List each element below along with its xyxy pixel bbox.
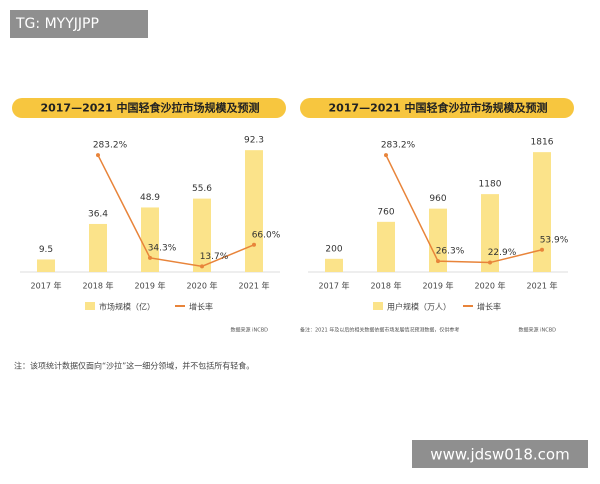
line-value-label: 283.2%: [93, 141, 128, 151]
legend-label: 用户规模（万人）: [387, 302, 451, 312]
line-value-label: 26.3%: [436, 247, 465, 257]
legend-label: 市场规模（亿）: [99, 302, 155, 312]
bar: [37, 259, 55, 272]
line-value-label: 13.7%: [200, 252, 229, 262]
title-pill: [300, 98, 574, 118]
legend-label: 增长率: [477, 302, 501, 312]
chart-source: 数据来源 iNCBD: [231, 327, 269, 334]
bar: [325, 258, 343, 272]
overlay-box: [10, 10, 148, 38]
watermark: www.jdsw018.com: [430, 446, 569, 464]
overlay-label: TG: MYYJJPP: [15, 16, 99, 32]
x-tick-label: 2020 年: [475, 281, 506, 291]
chart-note: 备注：2021 年及以后的相关数据依据市场发展情况预测数据，仅供参考: [300, 327, 459, 334]
growth-point: [540, 247, 544, 252]
chart-title: 2017—2021 中国轻食沙拉市场规模及预测: [40, 101, 259, 115]
line-value-label: 66.0%: [252, 230, 281, 240]
growth-line: [385, 154, 543, 264]
x-tick-label: 2019 年: [423, 281, 454, 291]
x-tick-label: 2019 年: [135, 281, 166, 291]
legend-label: 增长率: [189, 302, 213, 312]
chart-source: 数据来源 iNCBD: [519, 327, 557, 334]
x-tick-label: 2018 年: [83, 281, 114, 291]
legend-swatch: [85, 302, 95, 310]
growth-point: [200, 264, 204, 269]
legend-swatch: [373, 302, 383, 310]
line-value-label: 34.3%: [148, 243, 177, 253]
bar-value-label: 55.6: [192, 184, 212, 194]
growth-point: [436, 259, 440, 264]
footer-note: 注：该项统计数据仅面向“沙拉”这一细分领域，并不包括所有轻食。: [14, 361, 254, 371]
growth-line: [97, 154, 255, 268]
growth-point: [488, 260, 492, 265]
bar: [89, 223, 107, 272]
x-tick-label: 2017 年: [319, 281, 350, 291]
bar-value-label: 1816: [531, 138, 554, 148]
bar-value-label: 48.9: [140, 193, 160, 203]
line-value-label: 22.9%: [488, 248, 517, 258]
bar-value-label: 36.4: [88, 209, 108, 219]
x-tick-label: 2018 年: [371, 281, 402, 291]
growth-point: [252, 242, 256, 247]
title-pill: [12, 98, 286, 118]
x-tick-label: 2020 年: [187, 281, 218, 291]
x-tick-label: 2021 年: [527, 281, 558, 291]
bar-value-label: 960: [429, 194, 446, 204]
bar: [429, 208, 447, 272]
bar-value-label: 9.5: [39, 245, 53, 255]
bar: [533, 152, 551, 272]
line-value-label: 283.2%: [381, 141, 416, 151]
x-tick-label: 2021 年: [239, 281, 270, 291]
bar: [193, 198, 211, 272]
growth-point: [148, 255, 152, 260]
bar: [481, 194, 499, 272]
line-value-label: 53.9%: [540, 235, 569, 245]
bar-value-label: 92.3: [244, 136, 264, 146]
growth-point: [96, 153, 100, 158]
bar: [245, 150, 263, 272]
bar-value-label: 760: [377, 207, 394, 217]
bar-value-label: 200: [325, 244, 342, 254]
x-tick-label: 2017 年: [31, 281, 62, 291]
bar: [377, 221, 395, 272]
bar: [141, 207, 159, 272]
watermark-box: [412, 440, 588, 468]
growth-point: [384, 153, 388, 158]
chart-title: 2017—2021 中国轻食沙拉市场规模及预测: [328, 101, 547, 115]
bar-value-label: 1180: [479, 180, 502, 190]
